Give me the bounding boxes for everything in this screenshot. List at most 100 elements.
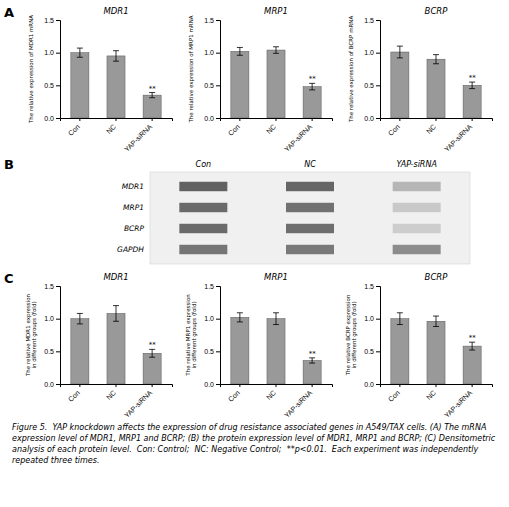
error-bar bbox=[469, 82, 475, 89]
band bbox=[286, 245, 334, 254]
tick-mark bbox=[216, 85, 220, 86]
band bbox=[179, 245, 227, 254]
y-axis: 0.00.51.01.5 bbox=[44, 17, 60, 122]
panel-label: B bbox=[4, 157, 14, 172]
bar bbox=[303, 87, 321, 118]
error-bar bbox=[397, 313, 403, 325]
tick-label: NC bbox=[265, 389, 277, 401]
tick-label: 1.5 bbox=[364, 17, 374, 24]
marks bbox=[71, 48, 161, 118]
tick-label: 0.5 bbox=[364, 348, 374, 355]
tick-mark bbox=[399, 118, 400, 121]
tick: NC bbox=[265, 384, 277, 401]
tick-label: Con bbox=[67, 389, 81, 403]
tick-label: 1.0 bbox=[44, 315, 54, 322]
bar bbox=[143, 353, 161, 384]
tick-mark bbox=[56, 118, 60, 119]
tick-mark bbox=[376, 53, 380, 54]
tick-mark bbox=[436, 384, 437, 387]
band bbox=[179, 203, 227, 212]
tick-label: Con bbox=[67, 123, 81, 137]
tick-mark bbox=[376, 118, 380, 119]
panel-label: A bbox=[4, 5, 14, 20]
figure: 0.00.51.01.5ConNCYAP-siRNAMDR1The relati… bbox=[0, 0, 509, 507]
bar bbox=[427, 59, 445, 118]
band bbox=[286, 182, 334, 191]
bar bbox=[231, 51, 249, 118]
x-axis: ConNCYAP-siRNA bbox=[381, 384, 493, 419]
marks bbox=[391, 313, 481, 384]
tick: YAP-siRNA bbox=[283, 118, 313, 153]
tick-label: 1.5 bbox=[204, 283, 214, 290]
y-axis: 0.0 0.5 1.0 1.5 bbox=[364, 17, 380, 122]
tick-label: Con bbox=[227, 123, 241, 137]
x-axis: ConNCYAP-siRNA bbox=[221, 384, 333, 419]
tick: Con bbox=[67, 384, 81, 403]
axis-line bbox=[376, 287, 381, 385]
bar bbox=[463, 85, 481, 118]
bar bbox=[267, 50, 285, 118]
x-axis: Con NC YAP-siRNA bbox=[61, 384, 173, 419]
marks bbox=[71, 306, 161, 384]
tick: 0.5 bbox=[364, 82, 380, 89]
title: MRP1 bbox=[264, 6, 288, 16]
tick-mark bbox=[312, 384, 313, 387]
title: MRP1 bbox=[264, 272, 288, 282]
tick-mark bbox=[216, 286, 220, 287]
tick: 0.5 bbox=[204, 348, 220, 355]
error-bar bbox=[309, 358, 315, 363]
bar bbox=[267, 319, 285, 384]
axis-line bbox=[381, 385, 493, 388]
row-label: MRP1 bbox=[123, 203, 144, 212]
tick-label: 1.0 bbox=[204, 315, 214, 322]
bar bbox=[71, 53, 89, 118]
band bbox=[286, 203, 334, 212]
bar bbox=[391, 319, 409, 384]
tick-mark bbox=[276, 384, 277, 387]
y-axis: 0.0 0.5 1.0 1.5 bbox=[44, 283, 60, 388]
tick-mark bbox=[79, 384, 80, 387]
error-bar bbox=[433, 316, 439, 326]
tick: 0.0 bbox=[364, 115, 380, 122]
annotation: ** bbox=[309, 350, 317, 358]
axis-title: The relative expression of BCRP mRNA bbox=[348, 16, 355, 124]
tick-mark bbox=[56, 85, 60, 86]
error-bar bbox=[149, 93, 155, 98]
bar-chart: 0.00.51.01.5ConNCYAP-siRNAMDR1The relati… bbox=[28, 6, 173, 153]
tick: NC bbox=[425, 384, 437, 401]
bar bbox=[107, 313, 125, 384]
tick-mark bbox=[216, 118, 220, 119]
bar bbox=[71, 319, 89, 384]
tick-mark bbox=[56, 53, 60, 54]
tick-mark bbox=[376, 85, 380, 86]
tick-label: NC bbox=[425, 123, 437, 135]
tick: 1.5 bbox=[44, 283, 60, 290]
tick: 0.0 bbox=[44, 381, 60, 388]
tick-mark bbox=[216, 319, 220, 320]
tick-mark bbox=[152, 118, 153, 121]
tick-label: NC bbox=[105, 389, 117, 401]
bar-chart: 0.00.51.01.5ConNCYAP-siRNABCRPThe relati… bbox=[345, 272, 493, 419]
tick-mark bbox=[472, 118, 473, 121]
bar bbox=[143, 95, 161, 118]
tick-label: 1.5 bbox=[44, 17, 54, 24]
tick: 1.0 bbox=[364, 49, 380, 56]
tick-mark bbox=[79, 118, 80, 121]
tick-label: 1.5 bbox=[364, 283, 374, 290]
axis-line bbox=[221, 385, 333, 388]
tick: YAP-siRNA bbox=[123, 384, 153, 419]
annotation: ** bbox=[469, 334, 477, 342]
tick-mark bbox=[216, 20, 220, 21]
tick-mark bbox=[376, 384, 380, 385]
tick: 1.0 bbox=[204, 315, 220, 322]
tick-label: YAP-siRNA bbox=[443, 389, 473, 419]
x-axis: ConNCYAP-siRNA bbox=[61, 118, 173, 153]
row-label: GAPDH bbox=[117, 245, 144, 254]
axis-title: The relative BCRP expressionin different… bbox=[345, 294, 359, 376]
error-bar bbox=[237, 47, 243, 55]
tick-label: 0.5 bbox=[204, 348, 214, 355]
error-bar bbox=[77, 48, 83, 57]
tick-mark bbox=[472, 384, 473, 387]
tick-label: 0.5 bbox=[44, 348, 54, 355]
axis-line bbox=[216, 287, 221, 385]
